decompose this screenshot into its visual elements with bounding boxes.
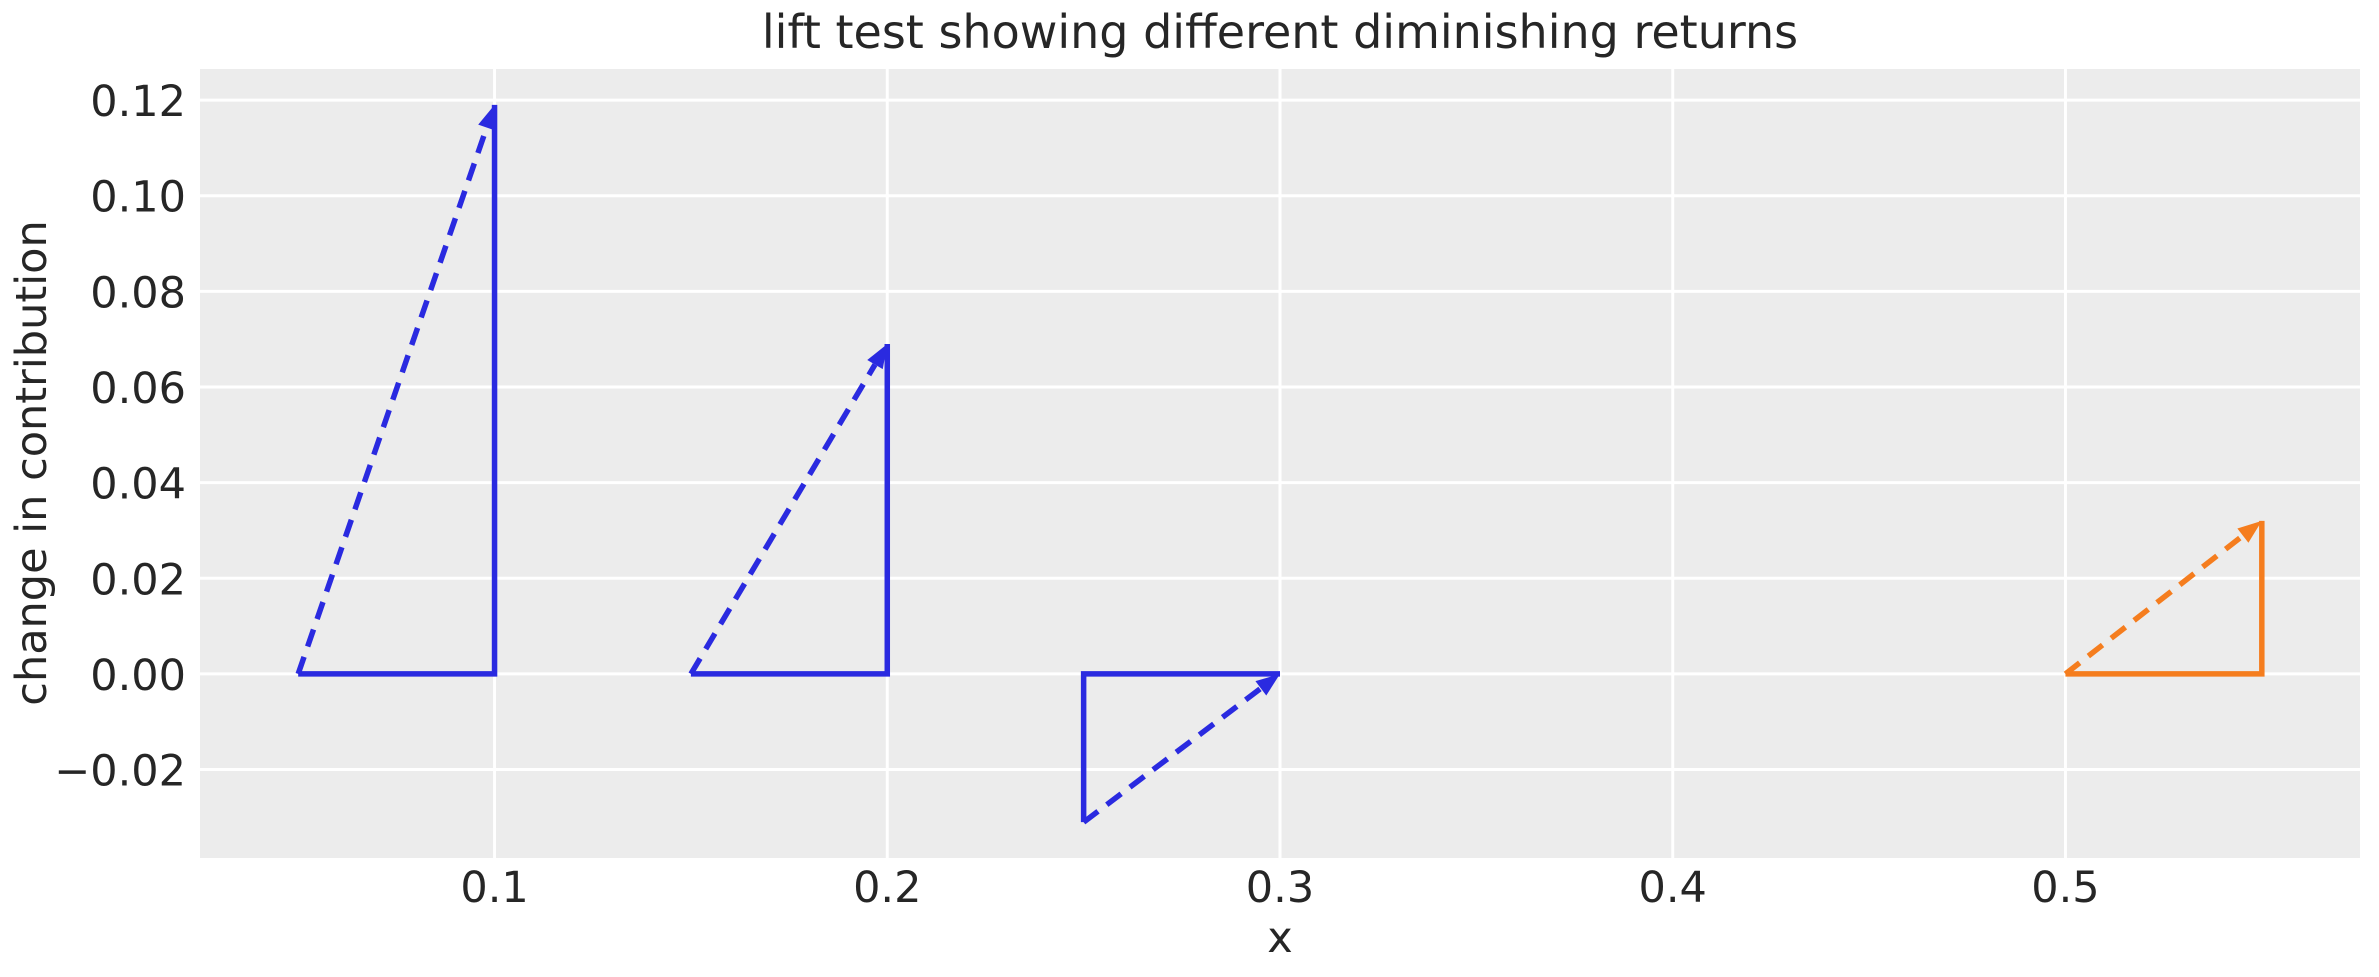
plot-generated-layer: 0.1 0.2 0.3 0.4 0.5 −0.02 0.00 0.02 0.04 0.06 0.08… [54,69,2360,913]
lift-test-1-lift-arrow [295,126,490,675]
lift-test-4-lift-arrow [2063,533,2245,677]
x-tick-label-2: 0.3 [1246,863,1314,913]
y-tick-label-1: 0.00 [90,651,186,701]
y-tick-label-2: 0.02 [90,555,186,605]
x-tick-label-4: 0.5 [2031,863,2099,913]
lift-test-1-arrowhead [478,104,496,131]
lift-test-4-solid-edges [2065,520,2265,677]
lift-test-3-arrowhead [1255,673,1280,696]
lift-test-4-arrowhead [2237,520,2262,543]
y-tick-label-7: 0.12 [90,77,186,127]
lift-test-2-arrowhead [867,343,888,370]
lift-test-1-solid-edges [298,104,498,677]
x-tick-label-1: 0.2 [853,863,921,913]
y-tick-label-6: 0.10 [90,173,186,223]
y-tick-label-4: 0.06 [90,364,186,414]
y-tick-label-3: 0.04 [90,460,186,510]
x-tick-label-3: 0.4 [1639,863,1707,913]
lift-test-3-lift-arrow [1081,686,1263,825]
y-axis-label: change in contribution [7,220,57,705]
x-axis-label: x [1267,913,1292,963]
y-tick-label-5: 0.08 [90,268,186,318]
y-tick-label-0: −0.02 [54,747,186,797]
x-tick-label-0: 0.1 [460,863,528,913]
lift-test-2-lift-arrow [688,363,878,676]
chart-title: lift test showing different diminishing … [762,5,1798,59]
lift-test-2-solid-edges [690,343,891,677]
lift-test-3-solid-edges [1080,671,1280,823]
